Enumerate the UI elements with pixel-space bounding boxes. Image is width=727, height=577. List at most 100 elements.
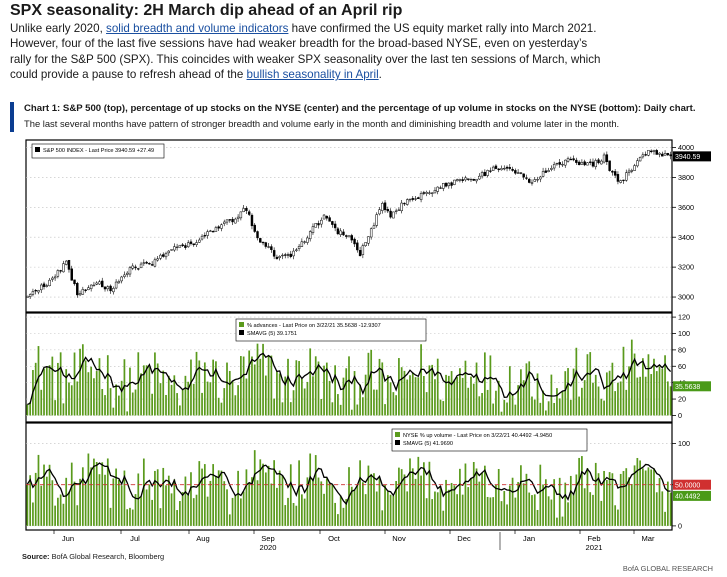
- spx-candle: [311, 226, 315, 234]
- spx-candle: [666, 153, 670, 156]
- advances-bar: [348, 356, 350, 416]
- advances-bar: [54, 400, 56, 416]
- advances-bar: [522, 380, 525, 416]
- advances-bar: [123, 359, 126, 416]
- advances-bar: [184, 375, 187, 416]
- upvolume-bar: [276, 487, 278, 526]
- upvolume-bar: [70, 462, 73, 526]
- chart-title: Chart 1: S&P 500 (top), percentage of up…: [24, 103, 696, 114]
- advances-bar: [575, 347, 578, 416]
- upvolume-bar: [511, 477, 514, 526]
- upvolume-bar: [237, 470, 239, 526]
- upvolume-bar: [353, 489, 356, 526]
- advances-bar: [564, 371, 567, 416]
- link-april-seasonality[interactable]: bullish seasonality in April: [246, 68, 379, 82]
- spx-candle: [26, 295, 29, 298]
- spx-candle: [638, 157, 642, 162]
- advances-bar: [203, 362, 206, 416]
- advances-bar: [362, 397, 364, 416]
- advances-bar: [605, 372, 608, 416]
- advances-bar: [600, 398, 603, 416]
- spx-candle: [406, 199, 409, 205]
- advances-bar: [628, 366, 630, 416]
- upvolume-bar: [192, 498, 195, 526]
- upvolume-bar: [542, 484, 544, 526]
- x-tick-label-dec: Dec: [457, 534, 471, 543]
- spx-candle: [84, 289, 87, 291]
- advances-bar: [403, 370, 406, 416]
- spx-candle: [475, 178, 478, 182]
- spx-candle: [541, 171, 545, 177]
- spx-candle: [625, 172, 628, 181]
- upvolume-bar: [644, 470, 647, 526]
- upvolume-bar: [572, 494, 575, 526]
- upvolume-bar: [90, 467, 93, 526]
- advances-sma-line: [27, 352, 672, 406]
- advances-bar: [84, 360, 87, 416]
- x-tick-label-jul: Jul: [130, 534, 140, 543]
- advances-bar: [212, 359, 215, 416]
- spx-candle: [289, 253, 292, 257]
- advances-bar: [131, 392, 134, 416]
- spx-candle: [544, 170, 548, 173]
- advances-bar: [353, 371, 356, 416]
- chart-subtitle: The last several months have pattern of …: [24, 118, 620, 129]
- upvolume-bar: [181, 492, 184, 526]
- link-breadth-indicators[interactable]: solid breadth and volume indicators: [106, 22, 289, 35]
- advances-bar: [145, 365, 148, 416]
- spx-candle: [101, 280, 104, 288]
- spx-candle: [112, 288, 115, 293]
- spx-candle: [322, 214, 326, 220]
- advances-bar: [619, 381, 622, 416]
- advances-bar: [68, 382, 70, 416]
- spx-candle: [159, 254, 162, 259]
- advances-bar: [417, 377, 420, 416]
- upvolume-bar: [650, 469, 653, 526]
- spx-candle: [442, 183, 445, 189]
- upvolume-bar: [592, 494, 594, 526]
- upvolume-bar: [525, 473, 528, 526]
- upvolume-bar: [575, 474, 578, 526]
- upvolume-bar: [409, 458, 411, 526]
- upvolume-bar: [362, 482, 364, 526]
- advances-bar: [273, 398, 276, 416]
- spx-candle: [37, 290, 40, 293]
- spx-candle: [580, 162, 584, 165]
- spx-candle: [361, 245, 365, 255]
- spx-candle: [106, 286, 110, 290]
- spx-candle: [505, 166, 509, 169]
- advances-bar: [179, 405, 181, 416]
- spx-candle: [87, 287, 90, 291]
- spx-candle: [367, 236, 370, 244]
- spx-last-price-tag-bg: [673, 151, 711, 162]
- spx-candle: [236, 216, 240, 219]
- spx-candle: [336, 228, 340, 235]
- chart-accent-bar: [10, 102, 14, 132]
- upvolume-bar: [500, 501, 503, 526]
- advances-bar: [57, 362, 59, 416]
- upvolume-bar: [317, 477, 320, 526]
- spx-candle: [383, 202, 387, 211]
- y-tick-label: 4000: [678, 143, 694, 152]
- spx-candle: [417, 197, 420, 199]
- spx-candle: [128, 267, 132, 275]
- advances-bar: [292, 390, 295, 416]
- advances-bar: [45, 366, 48, 416]
- advances-bar: [398, 358, 400, 416]
- y-tick-label: 0: [678, 521, 682, 530]
- upvolume-bar: [447, 489, 450, 526]
- advances-bar: [425, 392, 428, 416]
- spx-candle: [114, 281, 118, 289]
- advances-bar: [467, 387, 470, 416]
- spx-candle: [89, 284, 93, 289]
- upvolume-bar: [43, 464, 45, 526]
- upvolume-bar: [536, 509, 539, 526]
- advances-bar: [317, 361, 320, 416]
- spx-candle: [31, 291, 35, 295]
- advances-bar: [217, 397, 220, 416]
- upvolume-legend-swatch: [395, 432, 400, 437]
- advances-bar: [334, 365, 336, 416]
- spx-candle: [164, 252, 168, 258]
- advances-bar: [104, 395, 106, 416]
- upvolume-bar: [301, 494, 303, 526]
